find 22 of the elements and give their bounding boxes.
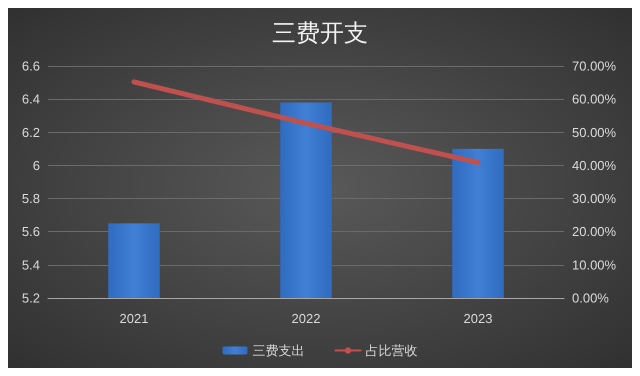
y2-tick-label: 10.00% [572,257,617,272]
y2-tick-label: 0.00% [572,290,610,306]
y-tick-label: 6.2 [22,124,40,140]
y2-tick-label: 60.00% [572,92,617,107]
y2-tick-label: 40.00% [572,158,617,173]
y-tick-label: 5.6 [22,224,40,240]
y2-tick-label: 70.00% [572,58,617,74]
y-tick-label: 6 [32,158,40,173]
x-tick-label: 2021 [120,311,148,326]
chart-title: 三费开支 [272,19,368,47]
y-tick-label: 6.6 [22,58,40,74]
y2-tick-label: 30.00% [572,191,617,206]
y2-tick-label: 50.00% [572,124,617,140]
x-tick-label: 2023 [464,311,492,326]
y-tick-label: 5.2 [22,290,40,306]
x-tick-label: 2022 [292,311,320,326]
legend-label: 三费支出 [252,343,304,358]
y-tick-label: 5.4 [22,257,40,272]
y-tick-label: 6.4 [22,92,40,107]
y-tick-label: 5.8 [22,191,40,206]
legend-label: 占比营收 [366,343,418,358]
y2-tick-label: 20.00% [572,224,617,240]
